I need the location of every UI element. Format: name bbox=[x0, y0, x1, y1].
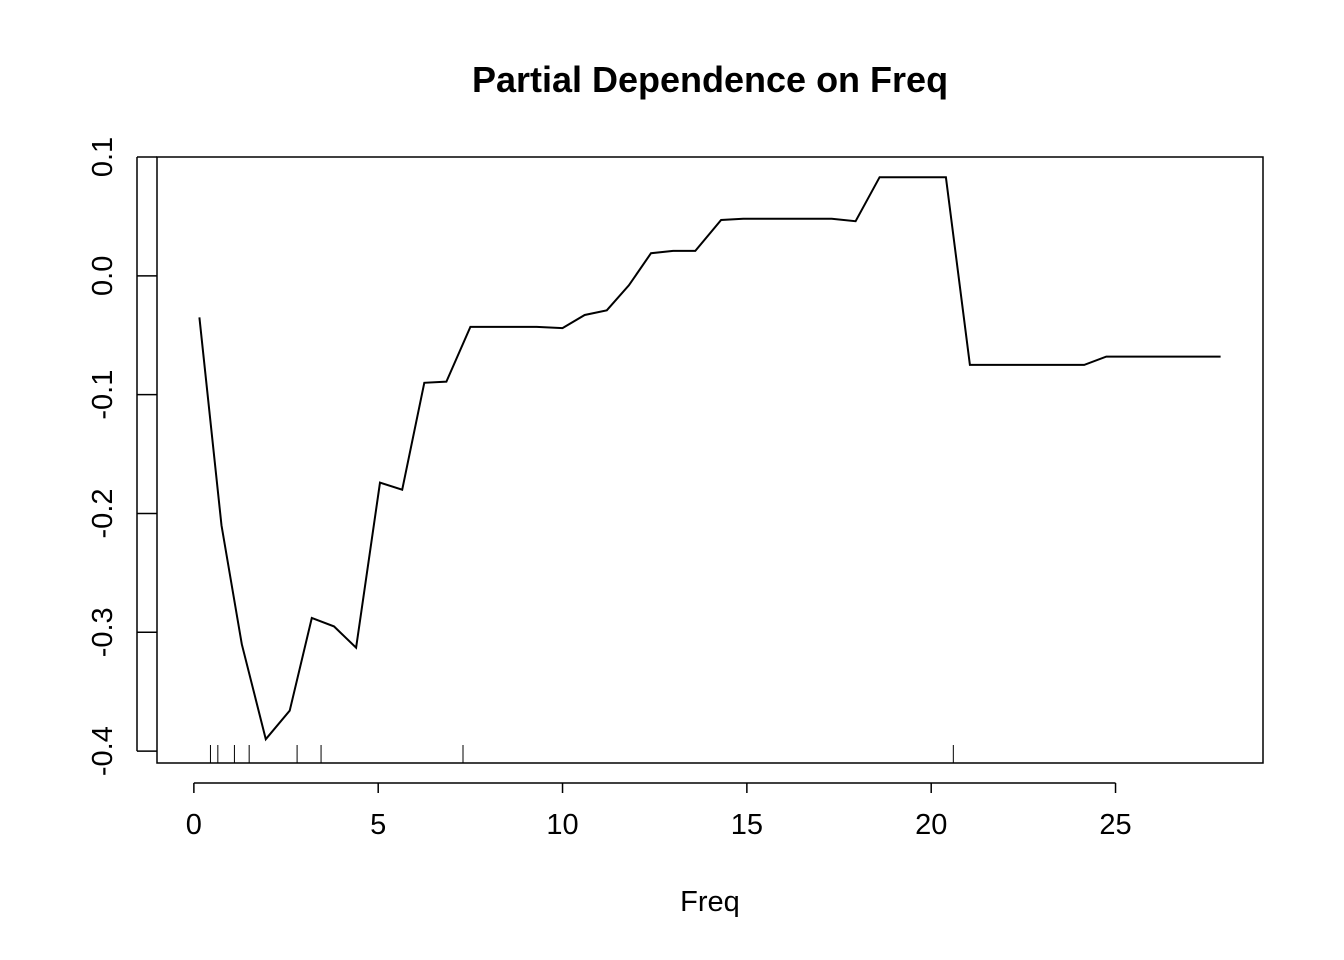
y-tick-label: -0.4 bbox=[87, 726, 119, 776]
x-axis-label: Freq bbox=[680, 886, 740, 918]
x-axis: 0 5 10 15 20 25 bbox=[186, 782, 1132, 841]
rug bbox=[209, 745, 954, 763]
series-group bbox=[198, 176, 1221, 742]
y-tick-label: 0.0 bbox=[87, 256, 119, 296]
y-axis: -0.4 -0.3 -0.2 -0.1 0.0 0.1 bbox=[87, 137, 157, 776]
y-tick-label: -0.2 bbox=[87, 488, 119, 538]
y-tick-label: -0.1 bbox=[87, 370, 119, 420]
y-tick-label: 0.1 bbox=[87, 137, 119, 177]
series-line bbox=[198, 176, 1221, 742]
x-tick-label: 0 bbox=[186, 809, 202, 841]
plot-frame bbox=[156, 156, 1264, 764]
x-tick-label: 20 bbox=[915, 809, 947, 841]
x-tick-label: 15 bbox=[731, 809, 763, 841]
x-tick-label: 10 bbox=[546, 809, 578, 841]
y-tick-label: -0.3 bbox=[87, 607, 119, 657]
x-tick-label: 25 bbox=[1099, 809, 1131, 841]
chart-title: Partial Dependence on Freq bbox=[472, 59, 948, 100]
x-tick-label: 5 bbox=[370, 809, 386, 841]
